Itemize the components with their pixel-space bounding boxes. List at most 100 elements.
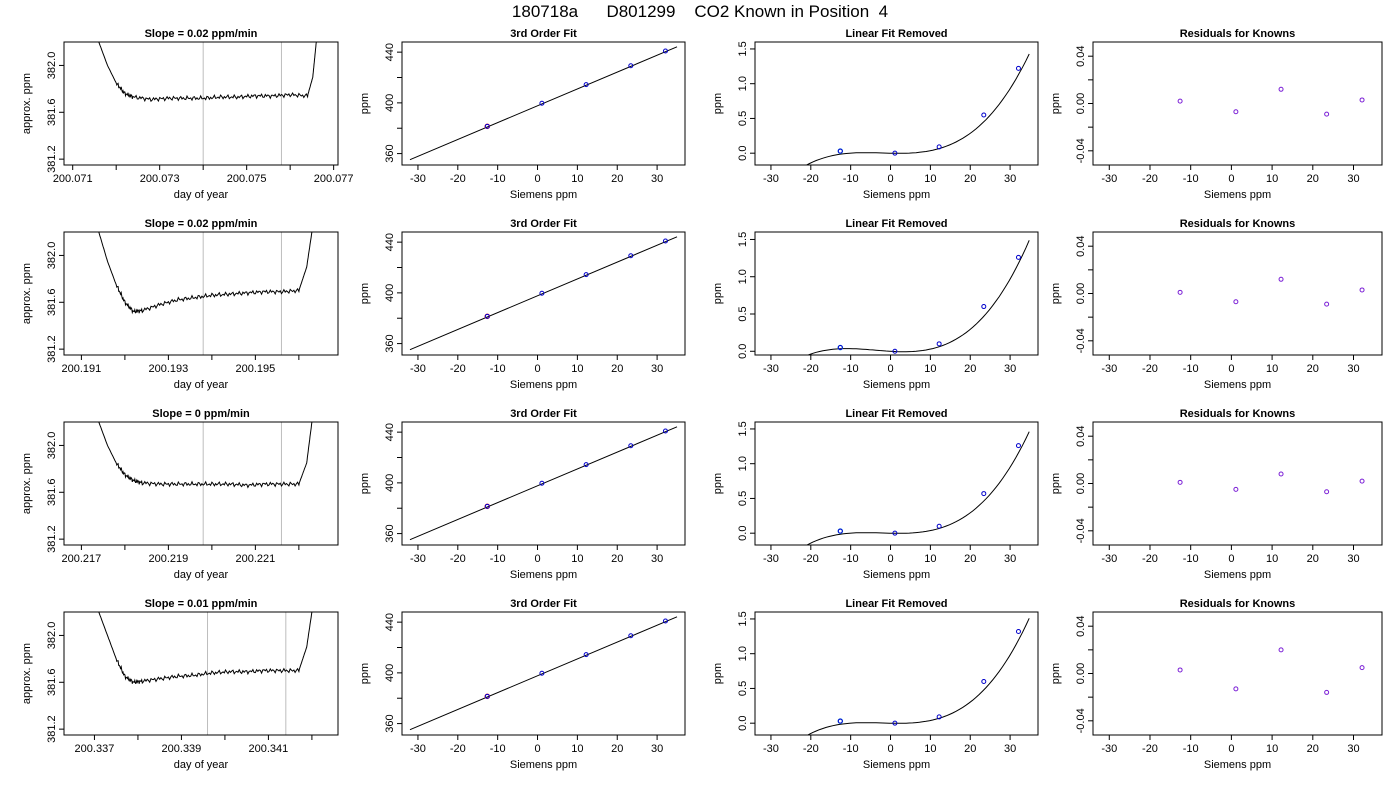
data-point [1177, 667, 1183, 673]
plot-data [1177, 647, 1365, 695]
y-tick-label: 440 [384, 613, 396, 631]
y-axis-label: ppm [359, 663, 371, 684]
plot-frame [754, 611, 1039, 736]
y-axis-label: ppm [359, 283, 371, 304]
x-tick-label: -30 [1101, 173, 1117, 185]
x-axis-label: Siemens ppm [510, 379, 577, 391]
y-axis: 0.0 0.5 1.0 1.5 ppm [712, 611, 755, 731]
plot-data [1177, 86, 1365, 117]
x-tick-label: 200.341 [249, 743, 289, 755]
y-axis-label: ppm [359, 473, 371, 494]
data-point [892, 530, 898, 536]
plot-data [98, 612, 313, 735]
x-tick-label: -20 [450, 553, 466, 565]
data-point [1015, 628, 1021, 634]
panel-r1-c4: Residuals for Knowns -30 -20 -10 0 10 20 30 Siem… [1050, 28, 1383, 201]
x-tick-label: -30 [763, 553, 779, 565]
y-axis: 360 400 440 ppm [359, 233, 402, 353]
x-tick-label: 10 [1266, 553, 1278, 565]
x-axis: -30 -20 -10 0 10 20 30 Siemens ppm [763, 735, 1016, 771]
panel-title: Slope = 0 ppm/min [152, 408, 250, 420]
x-tick-label: 200.221 [235, 553, 275, 565]
x-axis-label: Siemens ppm [863, 189, 930, 201]
y-tick-label: 0.04 [1075, 235, 1087, 256]
data-point [981, 678, 987, 684]
data-point [1278, 86, 1284, 92]
y-tick-label: 400 [384, 474, 396, 492]
y-tick-label: -0.04 [1075, 708, 1087, 733]
y-tick-label: 400 [384, 664, 396, 682]
data-point [1233, 109, 1239, 115]
panel-r1-c3: Linear Fit Removed -30 -20 -10 0 10 20 30 Siemen… [712, 28, 1039, 201]
data-point [1177, 289, 1183, 295]
x-axis: -30 -20 -10 0 10 20 30 Siemens ppm [410, 165, 663, 201]
y-tick-label: 0.04 [1075, 425, 1087, 446]
x-tick-label: -10 [1183, 173, 1199, 185]
y-tick-label: 360 [384, 524, 396, 542]
y-axis: 381.2 381.6 382.0 approx. ppm [21, 432, 64, 553]
x-tick-label: 20 [1307, 173, 1319, 185]
data-point [1359, 665, 1365, 671]
y-axis-label: ppm [712, 473, 724, 494]
x-tick-label: -30 [1101, 553, 1117, 565]
x-tick-label: 0 [887, 743, 893, 755]
y-axis-label: ppm [1050, 473, 1062, 494]
x-tick-label: -30 [410, 173, 426, 185]
x-tick-label: 30 [1004, 553, 1016, 565]
y-axis: 360 400 440 ppm [359, 423, 402, 543]
data-point [628, 253, 634, 259]
data-point [936, 523, 942, 529]
y-tick-label: 360 [384, 714, 396, 732]
x-tick-label: 30 [1004, 743, 1016, 755]
panel-r3-c4: Residuals for Knowns -30 -20 -10 0 10 20 30 Siem… [1050, 408, 1383, 581]
plot-data [409, 236, 678, 351]
x-axis-label: Siemens ppm [1204, 189, 1271, 201]
panel-r4-c2: 3rd Order Fit -30 -20 -10 0 10 20 30 Siemens ppm… [359, 598, 686, 771]
x-axis-label: Siemens ppm [510, 189, 577, 201]
y-axis-label: ppm [712, 93, 724, 114]
data-point [981, 112, 987, 118]
y-tick-label: 381.6 [46, 479, 58, 507]
y-tick-label: -0.04 [1075, 518, 1087, 543]
x-axis: -30 -20 -10 0 10 20 30 Siemens ppm [1101, 355, 1360, 391]
y-tick-label: 440 [384, 43, 396, 61]
x-tick-label: 200.219 [148, 553, 188, 565]
plot-data [409, 616, 678, 731]
x-tick-label: 10 [571, 743, 583, 755]
x-tick-label: -10 [490, 363, 506, 375]
plot-frame [401, 611, 686, 736]
x-tick-label: -30 [410, 553, 426, 565]
x-axis-label: Siemens ppm [510, 759, 577, 771]
x-tick-label: -20 [1142, 553, 1158, 565]
y-axis: -0.04 0.00 0.04 ppm [1050, 45, 1093, 163]
ppm-trace-line [98, 422, 313, 489]
x-tick-label: -20 [450, 363, 466, 375]
panel-title: 3rd Order Fit [510, 408, 577, 420]
x-axis-label: day of year [174, 759, 229, 771]
panel-title: Linear Fit Removed [845, 28, 947, 40]
y-axis: -0.04 0.00 0.04 ppm [1050, 235, 1093, 353]
y-tick-label: 0.0 [737, 344, 749, 359]
x-tick-label: 30 [651, 363, 663, 375]
x-tick-label: -20 [1142, 363, 1158, 375]
x-tick-label: 20 [1307, 553, 1319, 565]
y-tick-label: -0.04 [1075, 138, 1087, 163]
data-point [1015, 254, 1021, 260]
y-axis: -0.04 0.00 0.04 ppm [1050, 615, 1093, 733]
y-tick-label: 0.00 [1075, 283, 1087, 304]
y-tick-label: 440 [384, 423, 396, 441]
plot-frame [63, 41, 339, 166]
data-point [936, 341, 942, 347]
data-point [892, 720, 898, 726]
x-axis: 200.217 200.219 200.221 day of year [62, 545, 300, 581]
x-tick-label: -30 [763, 173, 779, 185]
data-point [1324, 301, 1330, 307]
x-tick-label: -20 [1142, 743, 1158, 755]
panel-title: Residuals for Knowns [1180, 408, 1296, 420]
fit-curve [806, 618, 1030, 735]
x-axis: -30 -20 -10 0 10 20 30 Siemens ppm [1101, 735, 1360, 771]
data-point [981, 491, 987, 497]
data-point [484, 503, 490, 509]
x-tick-label: -30 [763, 743, 779, 755]
